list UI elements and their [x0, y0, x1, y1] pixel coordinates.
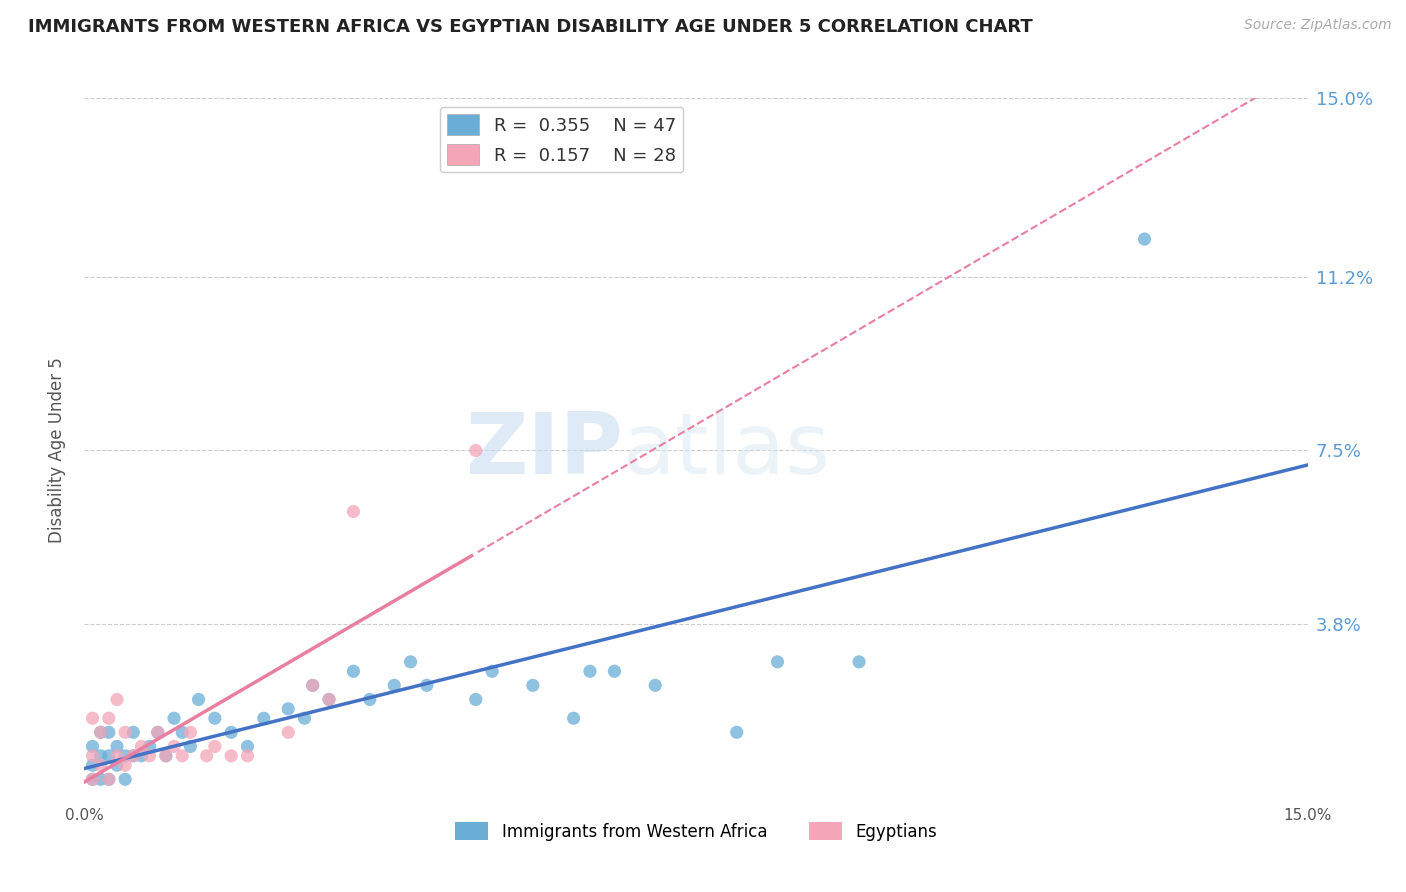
Point — [105, 748, 128, 763]
Point — [90, 758, 112, 772]
Point — [464, 692, 486, 706]
Point — [114, 758, 136, 772]
Point — [114, 772, 136, 787]
Point — [236, 748, 259, 763]
Point — [253, 711, 276, 725]
Point — [172, 748, 194, 763]
Point — [464, 443, 486, 458]
Point — [105, 692, 128, 706]
Point — [603, 665, 626, 679]
Point — [277, 725, 299, 739]
Point — [155, 748, 177, 763]
Point — [97, 772, 120, 787]
Point — [97, 772, 120, 787]
Point — [644, 678, 666, 692]
Point — [90, 748, 112, 763]
Point — [82, 772, 104, 787]
Point — [90, 725, 112, 739]
Point — [481, 665, 503, 679]
Point — [416, 678, 439, 692]
Point — [138, 739, 160, 754]
Point — [97, 711, 120, 725]
Point — [105, 758, 128, 772]
Point — [342, 504, 364, 518]
Point — [318, 692, 340, 706]
Point — [82, 739, 104, 754]
Point — [579, 665, 602, 679]
Point — [138, 748, 160, 763]
Point — [399, 655, 422, 669]
Point — [122, 725, 145, 739]
Point — [204, 739, 226, 754]
Point — [187, 692, 209, 706]
Point — [725, 725, 748, 739]
Point — [204, 711, 226, 725]
Point — [172, 725, 194, 739]
Text: IMMIGRANTS FROM WESTERN AFRICA VS EGYPTIAN DISABILITY AGE UNDER 5 CORRELATION CH: IMMIGRANTS FROM WESTERN AFRICA VS EGYPTI… — [28, 18, 1033, 36]
Point — [131, 748, 153, 763]
Y-axis label: Disability Age Under 5: Disability Age Under 5 — [48, 358, 66, 543]
Point — [318, 692, 340, 706]
Legend: Immigrants from Western Africa, Egyptians: Immigrants from Western Africa, Egyptian… — [449, 816, 943, 847]
Point — [848, 655, 870, 669]
Point — [179, 739, 201, 754]
Point — [82, 748, 104, 763]
Point — [301, 678, 323, 692]
Point — [114, 748, 136, 763]
Point — [562, 711, 585, 725]
Point — [342, 665, 364, 679]
Point — [114, 725, 136, 739]
Text: atlas: atlas — [623, 409, 831, 492]
Point — [522, 678, 544, 692]
Point — [82, 711, 104, 725]
Point — [82, 758, 104, 772]
Point — [195, 748, 218, 763]
Point — [179, 725, 201, 739]
Point — [105, 739, 128, 754]
Point — [766, 655, 789, 669]
Text: ZIP: ZIP — [465, 409, 623, 492]
Text: Source: ZipAtlas.com: Source: ZipAtlas.com — [1244, 18, 1392, 32]
Point — [122, 748, 145, 763]
Point — [359, 692, 381, 706]
Point — [277, 702, 299, 716]
Point — [163, 739, 186, 754]
Point — [163, 711, 186, 725]
Point — [90, 772, 112, 787]
Point — [382, 678, 405, 692]
Point — [219, 725, 242, 739]
Point — [122, 748, 145, 763]
Point — [155, 748, 177, 763]
Point — [82, 772, 104, 787]
Point — [301, 678, 323, 692]
Point — [90, 725, 112, 739]
Point — [131, 739, 153, 754]
Point — [219, 748, 242, 763]
Point — [146, 725, 169, 739]
Point — [146, 725, 169, 739]
Point — [97, 725, 120, 739]
Point — [97, 748, 120, 763]
Point — [1133, 232, 1156, 246]
Point — [236, 739, 259, 754]
Point — [294, 711, 316, 725]
